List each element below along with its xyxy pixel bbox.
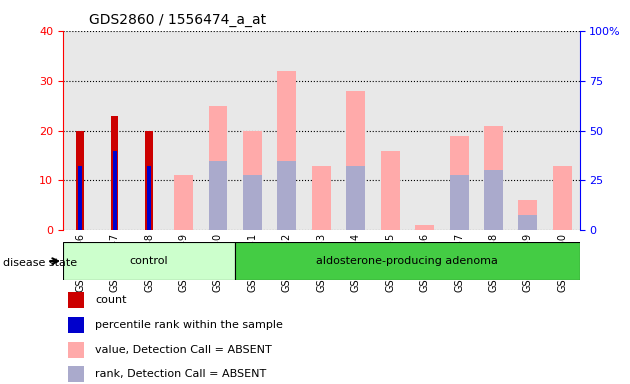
Bar	[346, 166, 365, 230]
Bar	[209, 106, 227, 230]
Bar	[63, 242, 235, 280]
Bar	[76, 131, 84, 230]
Bar	[209, 161, 227, 230]
Bar	[243, 175, 262, 230]
Bar	[553, 166, 572, 230]
Bar	[174, 175, 193, 230]
Bar	[450, 175, 469, 230]
Bar	[235, 242, 580, 280]
Text: count: count	[95, 295, 127, 305]
Bar	[518, 215, 537, 230]
Bar	[381, 151, 399, 230]
Bar	[312, 166, 331, 230]
Bar	[450, 136, 469, 230]
Bar	[69, 292, 84, 308]
Text: percentile rank within the sample: percentile rank within the sample	[95, 320, 283, 330]
Text: rank, Detection Call = ABSENT: rank, Detection Call = ABSENT	[95, 369, 266, 379]
Bar	[69, 342, 84, 358]
Bar	[69, 366, 84, 382]
Text: aldosterone-producing adenoma: aldosterone-producing adenoma	[316, 256, 498, 266]
Bar	[146, 131, 153, 230]
Bar	[277, 71, 296, 230]
Bar	[113, 151, 117, 230]
Bar	[147, 166, 151, 230]
Text: control: control	[130, 256, 168, 266]
Text: GDS2860 / 1556474_a_at: GDS2860 / 1556474_a_at	[89, 13, 266, 27]
Bar	[277, 161, 296, 230]
Bar	[518, 200, 537, 230]
Bar	[69, 317, 84, 333]
Bar	[346, 91, 365, 230]
Text: disease state: disease state	[3, 258, 77, 268]
Bar	[484, 170, 503, 230]
Text: value, Detection Call = ABSENT: value, Detection Call = ABSENT	[95, 345, 272, 355]
Bar	[111, 116, 118, 230]
Bar	[78, 166, 83, 230]
Bar	[243, 131, 262, 230]
Bar	[484, 126, 503, 230]
Bar	[415, 225, 434, 230]
